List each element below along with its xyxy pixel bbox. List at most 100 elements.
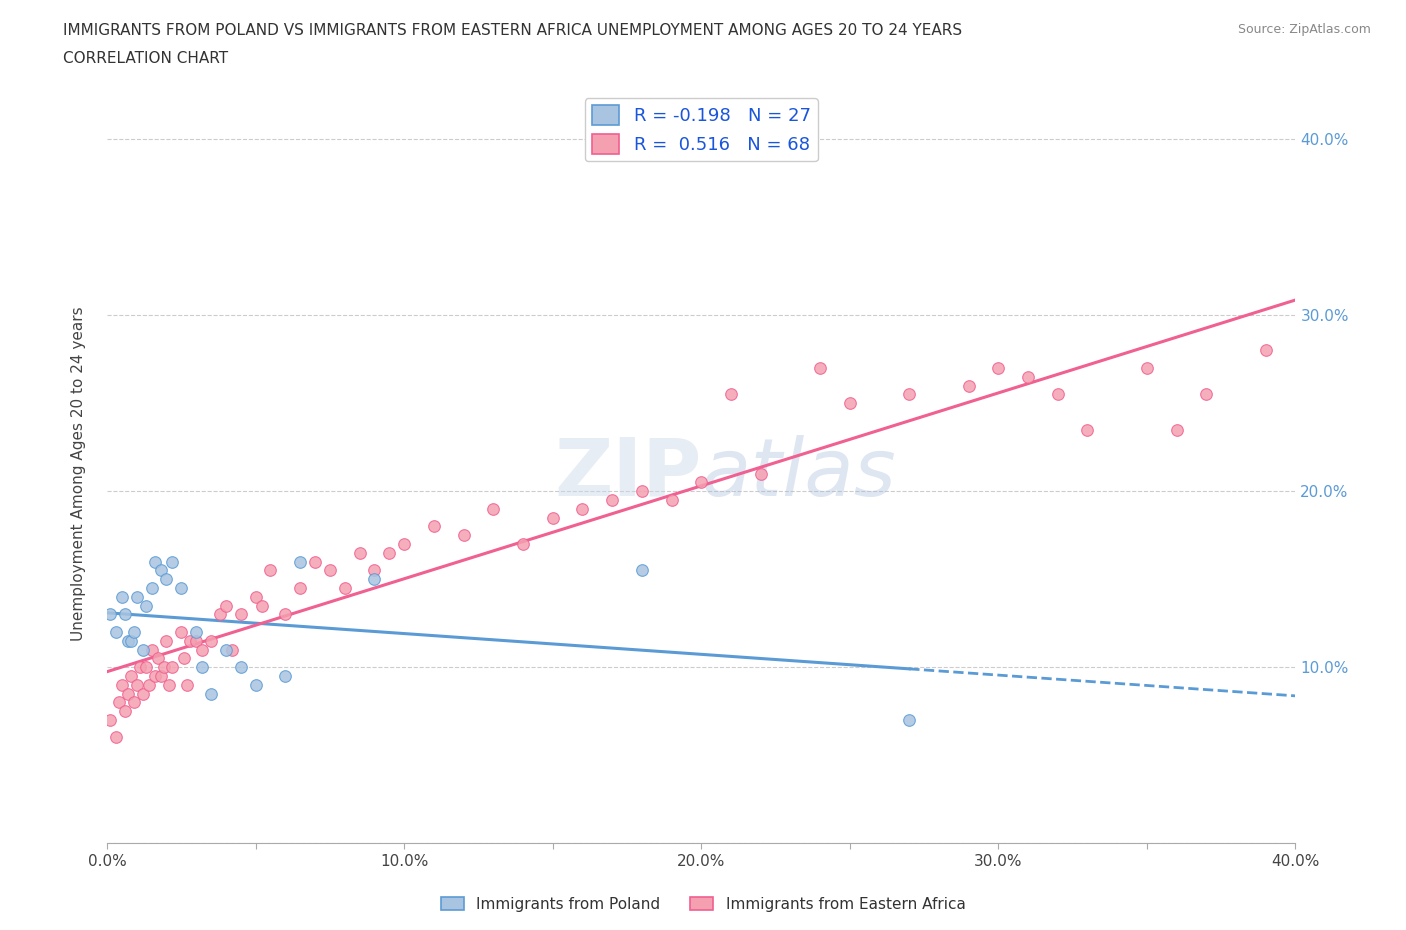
Point bbox=[1076, 422, 1098, 437]
Point bbox=[1017, 369, 1039, 384]
Point bbox=[808, 361, 831, 376]
Legend: R = -0.198   N = 27, R =  0.516   N = 68: R = -0.198 N = 27, R = 0.516 N = 68 bbox=[585, 99, 818, 162]
Point bbox=[290, 554, 312, 569]
Point bbox=[141, 642, 163, 657]
Text: ZIP: ZIP bbox=[554, 434, 702, 512]
Point bbox=[1136, 361, 1159, 376]
Point bbox=[117, 633, 139, 648]
Point bbox=[259, 563, 281, 578]
Point bbox=[245, 590, 267, 604]
Point bbox=[122, 624, 145, 639]
Point bbox=[104, 730, 127, 745]
Point bbox=[512, 537, 534, 551]
Point bbox=[108, 695, 131, 710]
Point bbox=[245, 677, 267, 692]
Text: atlas: atlas bbox=[702, 434, 896, 512]
Point bbox=[290, 580, 312, 595]
Point bbox=[541, 510, 564, 525]
Point bbox=[1254, 343, 1277, 358]
Point bbox=[333, 580, 356, 595]
Text: Source: ZipAtlas.com: Source: ZipAtlas.com bbox=[1237, 23, 1371, 36]
Point bbox=[179, 633, 201, 648]
Point bbox=[122, 695, 145, 710]
Point bbox=[143, 554, 166, 569]
Point bbox=[208, 607, 231, 622]
Point bbox=[176, 677, 198, 692]
Point bbox=[631, 484, 654, 498]
Point bbox=[186, 633, 208, 648]
Point bbox=[114, 704, 136, 719]
Point bbox=[135, 598, 157, 613]
Point bbox=[1166, 422, 1188, 437]
Point bbox=[987, 361, 1010, 376]
Y-axis label: Unemployment Among Ages 20 to 24 years: Unemployment Among Ages 20 to 24 years bbox=[72, 306, 86, 641]
Point bbox=[98, 607, 121, 622]
Point bbox=[349, 545, 371, 560]
Point bbox=[173, 651, 195, 666]
Point bbox=[423, 519, 446, 534]
Point bbox=[149, 563, 172, 578]
Point bbox=[120, 669, 142, 684]
Point bbox=[720, 387, 742, 402]
Point bbox=[363, 563, 385, 578]
Point bbox=[111, 677, 134, 692]
Point bbox=[186, 624, 208, 639]
Point bbox=[98, 712, 121, 727]
Point bbox=[104, 624, 127, 639]
Point bbox=[392, 537, 415, 551]
Point bbox=[132, 686, 155, 701]
Point bbox=[482, 501, 505, 516]
Point bbox=[898, 387, 921, 402]
Point bbox=[229, 659, 252, 674]
Point bbox=[304, 554, 326, 569]
Point bbox=[135, 659, 157, 674]
Text: IMMIGRANTS FROM POLAND VS IMMIGRANTS FROM EASTERN AFRICA UNEMPLOYMENT AMONG AGES: IMMIGRANTS FROM POLAND VS IMMIGRANTS FRO… bbox=[63, 23, 962, 38]
Point bbox=[143, 669, 166, 684]
Point bbox=[1195, 387, 1218, 402]
Point bbox=[661, 493, 683, 508]
Point bbox=[631, 563, 654, 578]
Point bbox=[141, 580, 163, 595]
Point bbox=[378, 545, 401, 560]
Point bbox=[191, 659, 214, 674]
Point bbox=[319, 563, 342, 578]
Point bbox=[170, 624, 193, 639]
Point bbox=[749, 466, 772, 481]
Point bbox=[571, 501, 593, 516]
Point bbox=[453, 527, 475, 542]
Point bbox=[146, 651, 169, 666]
Point bbox=[117, 686, 139, 701]
Text: CORRELATION CHART: CORRELATION CHART bbox=[63, 51, 228, 66]
Point bbox=[1046, 387, 1069, 402]
Point bbox=[215, 598, 238, 613]
Point bbox=[957, 379, 980, 393]
Point bbox=[898, 712, 921, 727]
Point bbox=[274, 607, 297, 622]
Point bbox=[162, 554, 184, 569]
Point bbox=[111, 590, 134, 604]
Point bbox=[128, 659, 150, 674]
Point bbox=[250, 598, 273, 613]
Point bbox=[200, 633, 222, 648]
Point bbox=[114, 607, 136, 622]
Point bbox=[274, 669, 297, 684]
Point bbox=[155, 572, 177, 587]
Point bbox=[191, 642, 214, 657]
Point bbox=[215, 642, 238, 657]
Point bbox=[138, 677, 160, 692]
Point bbox=[125, 590, 148, 604]
Point bbox=[132, 642, 155, 657]
Point bbox=[229, 607, 252, 622]
Point bbox=[155, 633, 177, 648]
Point bbox=[152, 659, 174, 674]
Point bbox=[221, 642, 243, 657]
Point bbox=[159, 677, 181, 692]
Point bbox=[162, 659, 184, 674]
Point bbox=[838, 395, 860, 410]
Point bbox=[120, 633, 142, 648]
Point bbox=[125, 677, 148, 692]
Point bbox=[170, 580, 193, 595]
Point bbox=[690, 475, 713, 490]
Point bbox=[363, 572, 385, 587]
Legend: Immigrants from Poland, Immigrants from Eastern Africa: Immigrants from Poland, Immigrants from … bbox=[434, 890, 972, 918]
